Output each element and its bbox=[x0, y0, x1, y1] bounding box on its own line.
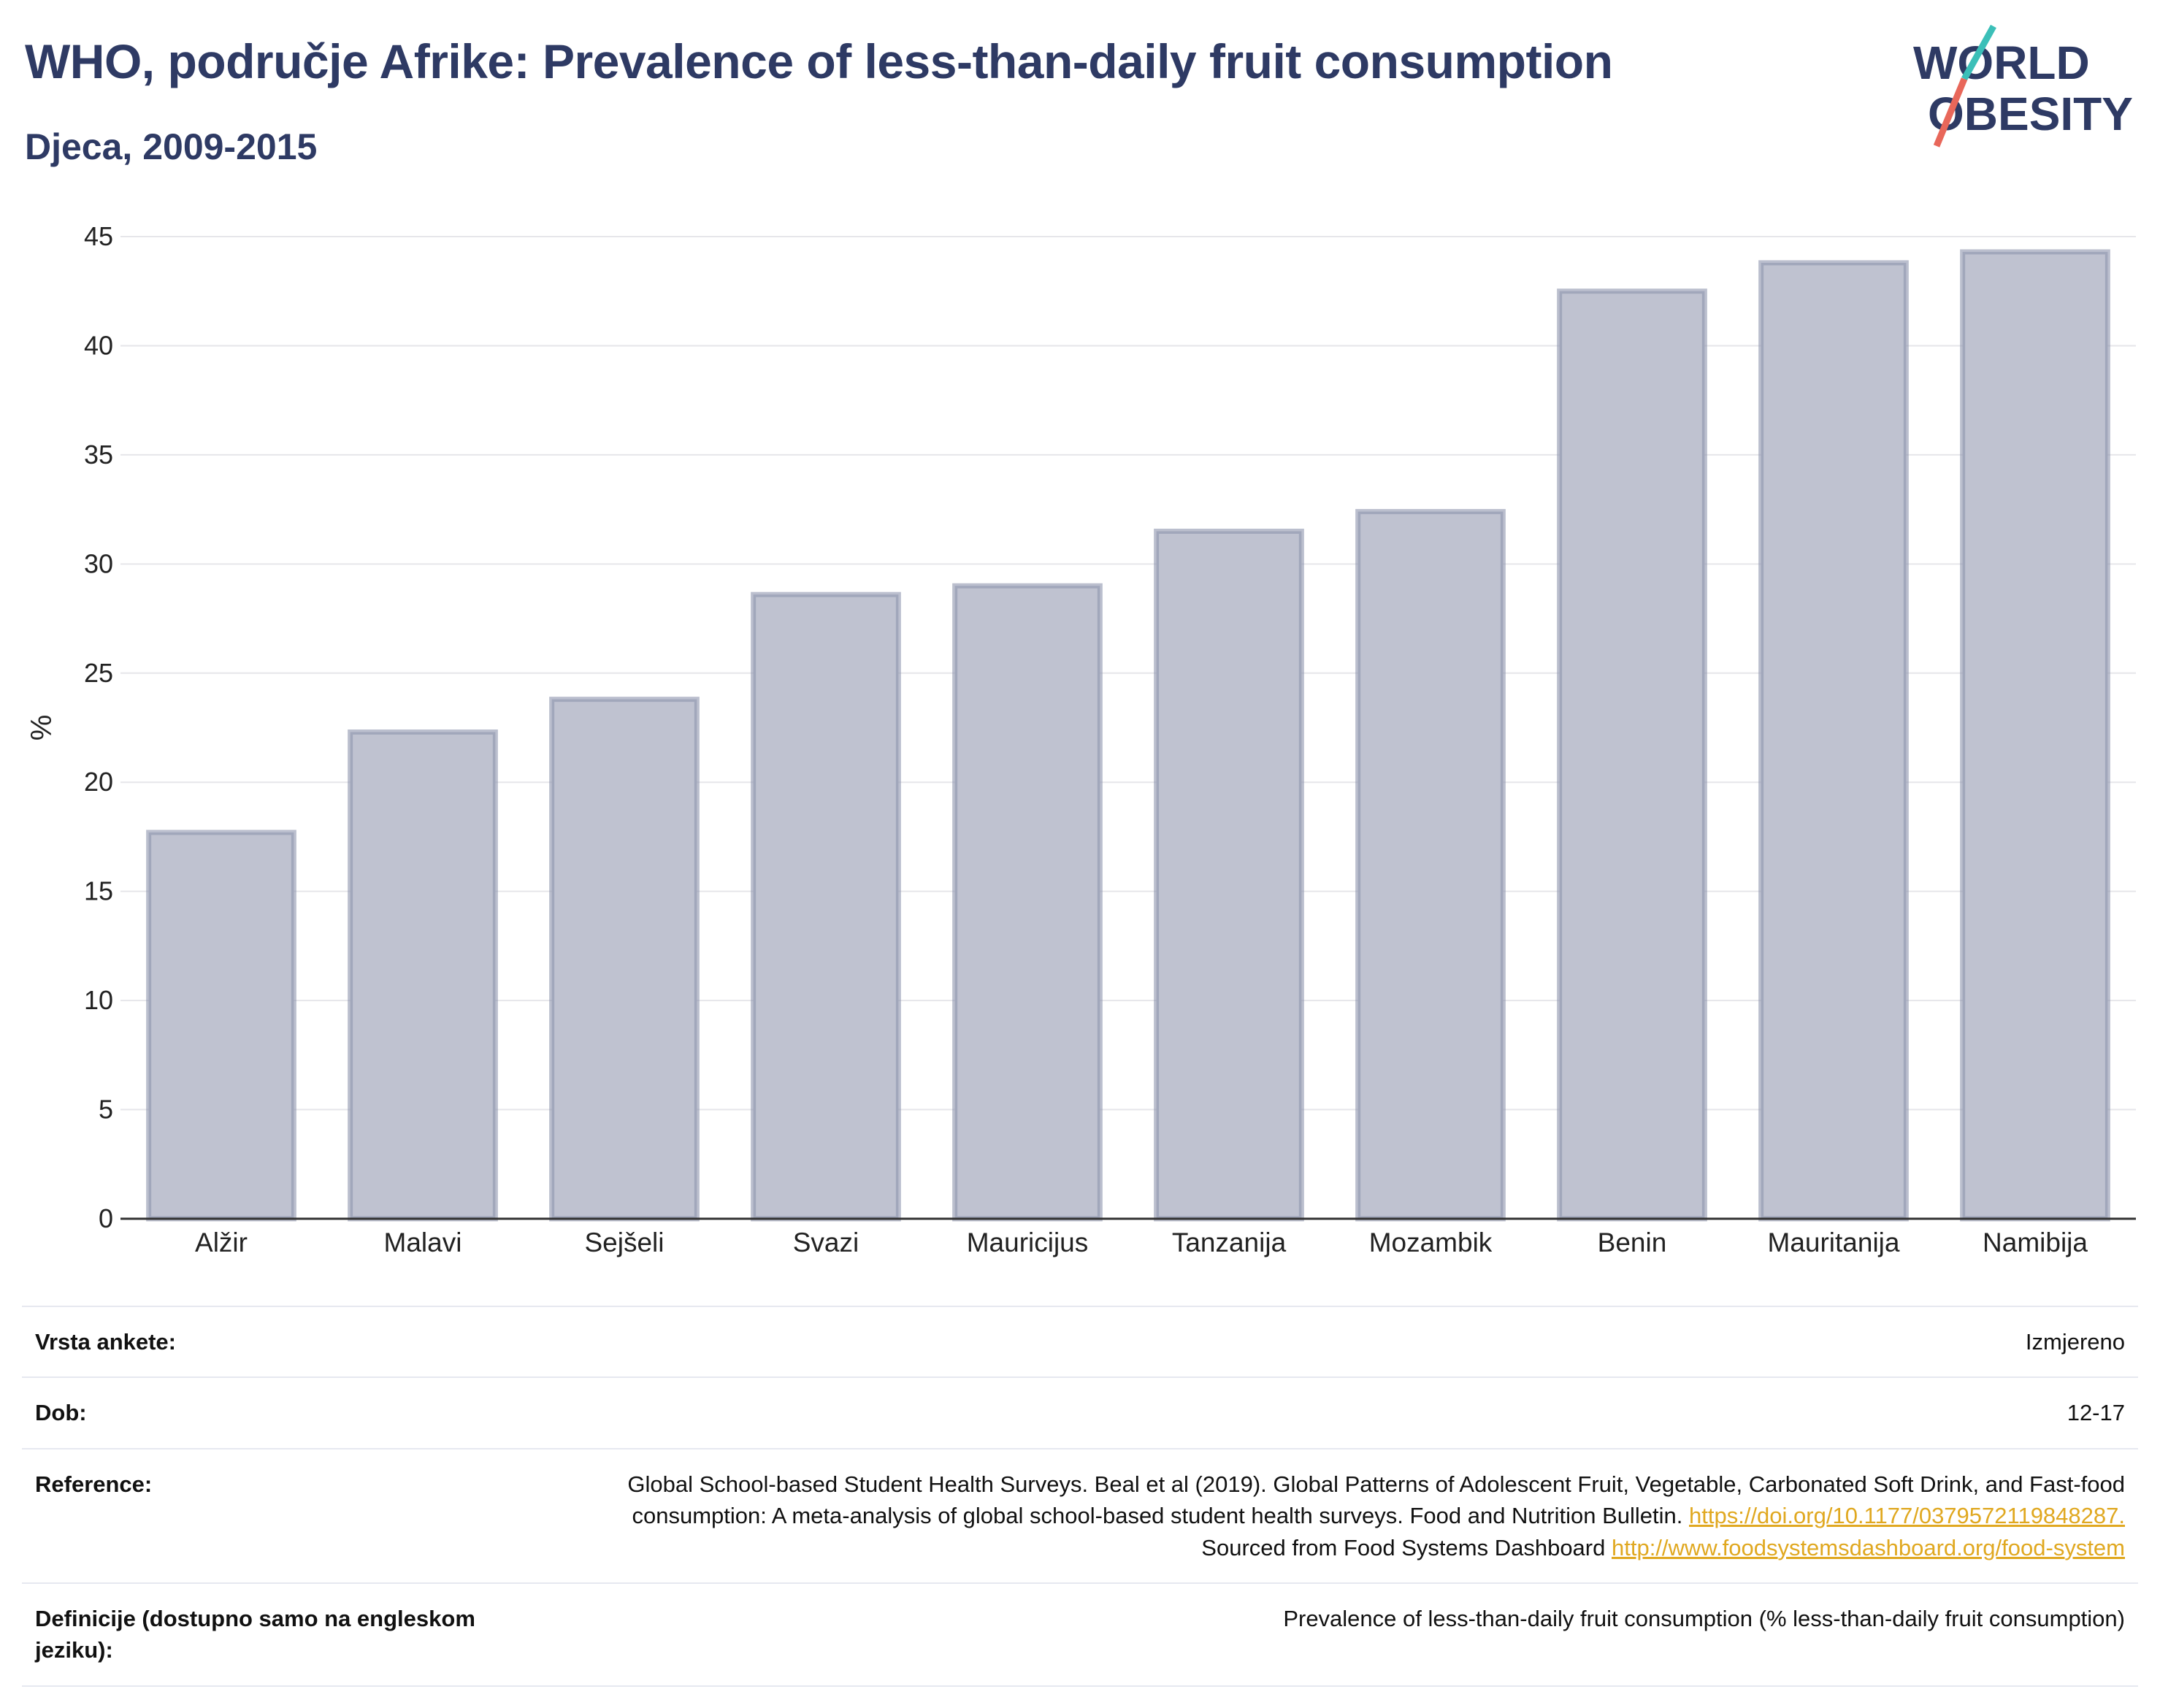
x-tick-label: Mauricijus bbox=[967, 1228, 1089, 1257]
bar-mauricijus bbox=[952, 583, 1103, 1222]
x-tick-label: Malavi bbox=[384, 1228, 462, 1257]
y-tick-label: 35 bbox=[84, 440, 113, 470]
age-value: 12-17 bbox=[2067, 1400, 2125, 1426]
x-tick-label: Benin bbox=[1598, 1228, 1667, 1257]
y-axis-label: % bbox=[26, 715, 58, 741]
y-tick-label: 45 bbox=[84, 221, 113, 251]
bar-chart: 0 5 10 15 20 25 30 35 40 45% Alžir Malavi Sejšeli Sva… bbox=[26, 221, 2136, 1257]
y-tick-label: 15 bbox=[84, 876, 113, 906]
age-label: Dob: bbox=[35, 1400, 87, 1426]
bar-mozambik bbox=[1355, 509, 1506, 1222]
y-tick-label: 5 bbox=[99, 1095, 113, 1125]
logo-line2: OBESITY bbox=[1928, 88, 2133, 140]
y-tick-label: 20 bbox=[84, 767, 113, 797]
reference-value: Global School-based Student Health Surve… bbox=[577, 1468, 2125, 1563]
chart-title: WHO, područje Afrike: Prevalence of less… bbox=[25, 34, 1613, 88]
survey-type-value: Izmjereno bbox=[2025, 1329, 2125, 1355]
metadata-table: Vrsta ankete: Izmjereno Dob: 12-17 Refer… bbox=[22, 1306, 2138, 1687]
world-obesity-logo: WORLD OBESITY bbox=[1913, 24, 2133, 148]
doi-link[interactable]: https://doi.org/10.1177/0379572119848287… bbox=[1689, 1503, 2125, 1529]
reference-row: Reference: Global School-based Student H… bbox=[22, 1447, 2138, 1582]
y-tick-label: 10 bbox=[84, 985, 113, 1015]
x-tick-label: Mozambik bbox=[1369, 1228, 1493, 1257]
bar-sejšeli bbox=[549, 697, 700, 1222]
survey-type-label: Vrsta ankete: bbox=[35, 1329, 176, 1355]
definition-label: Definicije (dostupno samo na engleskom j… bbox=[35, 1605, 475, 1663]
bar-svazi bbox=[751, 591, 901, 1222]
bar-alžir bbox=[146, 830, 296, 1222]
reference-text-1: Global School-based Student Health Surve… bbox=[627, 1471, 2125, 1529]
bar-mauritanija bbox=[1758, 260, 1909, 1222]
chart-subtitle: Djeca, 2009-2015 bbox=[25, 126, 318, 167]
definition-value: Prevalence of less-than-daily fruit cons… bbox=[1283, 1605, 2125, 1631]
reference-label: Reference: bbox=[35, 1471, 153, 1497]
bar-namibija bbox=[1960, 249, 2110, 1222]
x-tick-label: Tanzanija bbox=[1172, 1228, 1287, 1257]
reference-text-2: Sourced from Food Systems Dashboard bbox=[1201, 1534, 1606, 1560]
logo-teal-stroke bbox=[1961, 24, 1996, 81]
x-tick-label: Mauritanija bbox=[1768, 1228, 1900, 1257]
survey-type-row: Vrsta ankete: Izmjereno bbox=[22, 1306, 2138, 1376]
y-tick-label: 25 bbox=[84, 658, 113, 688]
logo-red-stroke bbox=[1933, 77, 1968, 148]
y-tick-label: 30 bbox=[84, 548, 113, 578]
y-tick-label: 40 bbox=[84, 330, 113, 360]
food-systems-link[interactable]: http://www.foodsystemsdashboard.org/food… bbox=[1612, 1534, 2125, 1560]
logo-line1: WORLD bbox=[1913, 37, 2090, 89]
bar-benin bbox=[1557, 288, 1707, 1222]
y-tick-label: 0 bbox=[99, 1203, 113, 1233]
bar-malavi bbox=[348, 729, 498, 1222]
age-row: Dob: 12-17 bbox=[22, 1376, 2138, 1447]
x-tick-label: Sejšeli bbox=[585, 1228, 665, 1257]
x-tick-label: Alžir bbox=[195, 1228, 248, 1257]
x-tick-label: Svazi bbox=[793, 1228, 859, 1257]
definition-row: Definicije (dostupno samo na engleskom j… bbox=[22, 1582, 2138, 1687]
bar-tanzanija bbox=[1154, 529, 1304, 1222]
x-tick-label: Namibija bbox=[1983, 1228, 2088, 1257]
